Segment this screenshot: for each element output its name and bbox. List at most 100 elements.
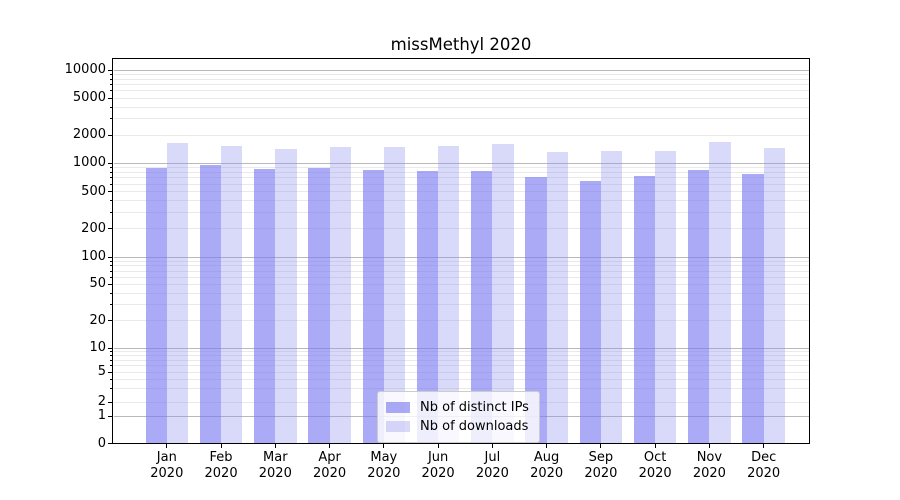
bar-mar-distinct-ips xyxy=(254,169,276,443)
y-minor-tick xyxy=(110,292,113,294)
gridline-minor xyxy=(114,200,809,202)
chart-title: missMethyl 2020 xyxy=(390,35,532,54)
bar-feb-downloads xyxy=(221,145,243,443)
gridline-minor xyxy=(114,378,809,380)
gridline-minor xyxy=(114,320,809,322)
gridline-minor xyxy=(114,365,809,367)
gridline-minor xyxy=(114,351,809,353)
bar-aug-downloads xyxy=(546,151,568,443)
y-tick-label-100: 100 xyxy=(81,249,106,264)
bar-jan-distinct-ips xyxy=(145,167,167,443)
bar-mar-downloads xyxy=(275,149,297,443)
bar-apr-downloads xyxy=(329,147,351,443)
bar-dec-downloads xyxy=(763,147,785,443)
bar-jul-downloads xyxy=(492,144,514,443)
gridline-major xyxy=(114,162,809,164)
y-minor-tick xyxy=(110,359,113,361)
gridline-major xyxy=(114,256,809,258)
x-tick-jun xyxy=(437,444,439,448)
bar-sep-downloads xyxy=(600,150,623,443)
y-minor-tick xyxy=(110,260,113,262)
y-tick-200 xyxy=(108,228,113,230)
y-minor-tick xyxy=(110,78,113,80)
gridline-minor xyxy=(114,177,809,179)
gridline-minor xyxy=(114,183,809,185)
bar-jun-downloads xyxy=(438,145,460,443)
y-minor-tick xyxy=(110,118,113,120)
y-tick-10 xyxy=(108,347,113,349)
gridline-minor xyxy=(114,276,809,278)
bar-nov-distinct-ips xyxy=(688,170,710,443)
x-tick-label-sep: Sep 2020 xyxy=(584,450,618,481)
x-tick-aug xyxy=(546,444,548,448)
x-tick-label-apr: Apr 2020 xyxy=(313,450,347,481)
y-tick-label-200: 200 xyxy=(81,220,106,236)
y-minor-tick xyxy=(110,106,113,108)
x-tick-jan xyxy=(166,444,168,448)
gridline-minor xyxy=(114,283,809,285)
y-minor-tick xyxy=(110,90,113,92)
x-tick-label-jul: Jul 2020 xyxy=(475,450,509,481)
gridline-minor xyxy=(114,265,809,267)
legend-swatch-distinct-ips xyxy=(386,402,410,413)
bar-oct-distinct-ips xyxy=(633,176,656,443)
y-minor-tick xyxy=(110,365,113,367)
y-tick-label-20: 20 xyxy=(89,312,106,328)
y-tick-10000 xyxy=(108,69,113,71)
x-tick-sep xyxy=(600,444,602,448)
legend-label-downloads: Nb of downloads xyxy=(420,419,529,434)
x-tick-label-mar: Mar 2020 xyxy=(258,450,292,481)
gridline-minor xyxy=(114,359,809,361)
gridline-minor xyxy=(114,78,809,80)
bar-feb-distinct-ips xyxy=(199,164,222,443)
bar-may-distinct-ips xyxy=(362,169,384,443)
gridline-major xyxy=(114,347,809,349)
gridline-minor xyxy=(114,304,809,306)
bar-sep-distinct-ips xyxy=(579,180,601,443)
y-minor-tick xyxy=(110,304,113,306)
y-tick-100 xyxy=(108,256,113,258)
x-tick-label-dec: Dec 2020 xyxy=(747,450,781,481)
legend-label-distinct-ips: Nb of distinct IPs xyxy=(420,400,529,415)
y-tick-label-50: 50 xyxy=(89,276,106,292)
y-minor-tick xyxy=(110,351,113,353)
y-minor-tick xyxy=(110,183,113,185)
y-tick-5000 xyxy=(108,97,113,99)
y-minor-tick xyxy=(110,276,113,278)
gridline-minor xyxy=(114,355,809,357)
y-tick-label-10000: 10000 xyxy=(64,62,106,77)
y-minor-tick xyxy=(110,378,113,380)
x-tick-may xyxy=(383,444,385,448)
y-tick-label-1000: 1000 xyxy=(72,155,106,171)
x-tick-jul xyxy=(491,444,493,448)
y-tick-label-5: 5 xyxy=(97,364,106,379)
y-tick-label-1: 1 xyxy=(97,408,106,423)
y-tick-1000 xyxy=(108,162,113,164)
gridline-minor xyxy=(114,118,809,120)
gridline-minor xyxy=(114,371,809,373)
gridline-minor xyxy=(114,73,809,75)
x-tick-dec xyxy=(763,444,765,448)
gridline-minor xyxy=(114,106,809,108)
x-tick-nov xyxy=(708,444,710,448)
x-tick-label-feb: Feb 2020 xyxy=(204,450,238,481)
legend: Nb of distinct IPs Nb of downloads xyxy=(377,391,540,443)
y-minor-tick xyxy=(110,211,113,213)
y-tick-label-2000: 2000 xyxy=(72,127,106,143)
x-tick-label-jun: Jun 2020 xyxy=(421,450,455,481)
x-tick-label-nov: Nov 2020 xyxy=(692,450,726,481)
y-minor-tick xyxy=(110,270,113,272)
x-tick-mar xyxy=(274,444,276,448)
bar-apr-distinct-ips xyxy=(308,168,330,443)
gridline-minor xyxy=(114,388,809,390)
y-tick-500 xyxy=(108,191,113,192)
y-minor-tick xyxy=(110,83,113,85)
y-tick-label-0: 0 xyxy=(97,435,106,451)
y-minor-tick xyxy=(110,200,113,202)
y-minor-tick xyxy=(110,73,113,75)
gridline-minor xyxy=(114,171,809,173)
y-tick-20 xyxy=(108,320,113,322)
y-tick-2 xyxy=(108,401,113,403)
gridline-minor xyxy=(114,167,809,169)
